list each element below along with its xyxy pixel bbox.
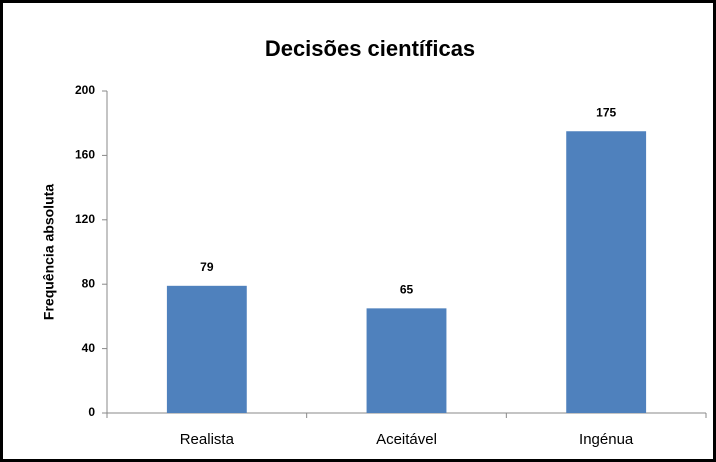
bar <box>166 285 247 413</box>
y-tick-label: 160 <box>75 148 95 162</box>
y-axis-label: Frequência absoluta <box>41 184 57 320</box>
bar <box>566 131 647 413</box>
y-tick-label: 40 <box>82 341 96 355</box>
y-tick-label: 80 <box>82 276 96 290</box>
bar <box>366 308 447 413</box>
y-tick-label: 0 <box>88 405 95 419</box>
x-tick-label: Ingénua <box>579 431 634 448</box>
x-tick-label: Realista <box>180 431 235 448</box>
data-label: 175 <box>596 105 616 119</box>
y-tick-label: 200 <box>75 83 95 97</box>
x-tick-label: Aceitável <box>376 431 437 448</box>
chart-title: Decisões científicas <box>265 36 475 61</box>
data-label: 79 <box>200 260 214 274</box>
data-label: 65 <box>400 283 414 297</box>
y-tick-label: 120 <box>75 212 95 226</box>
